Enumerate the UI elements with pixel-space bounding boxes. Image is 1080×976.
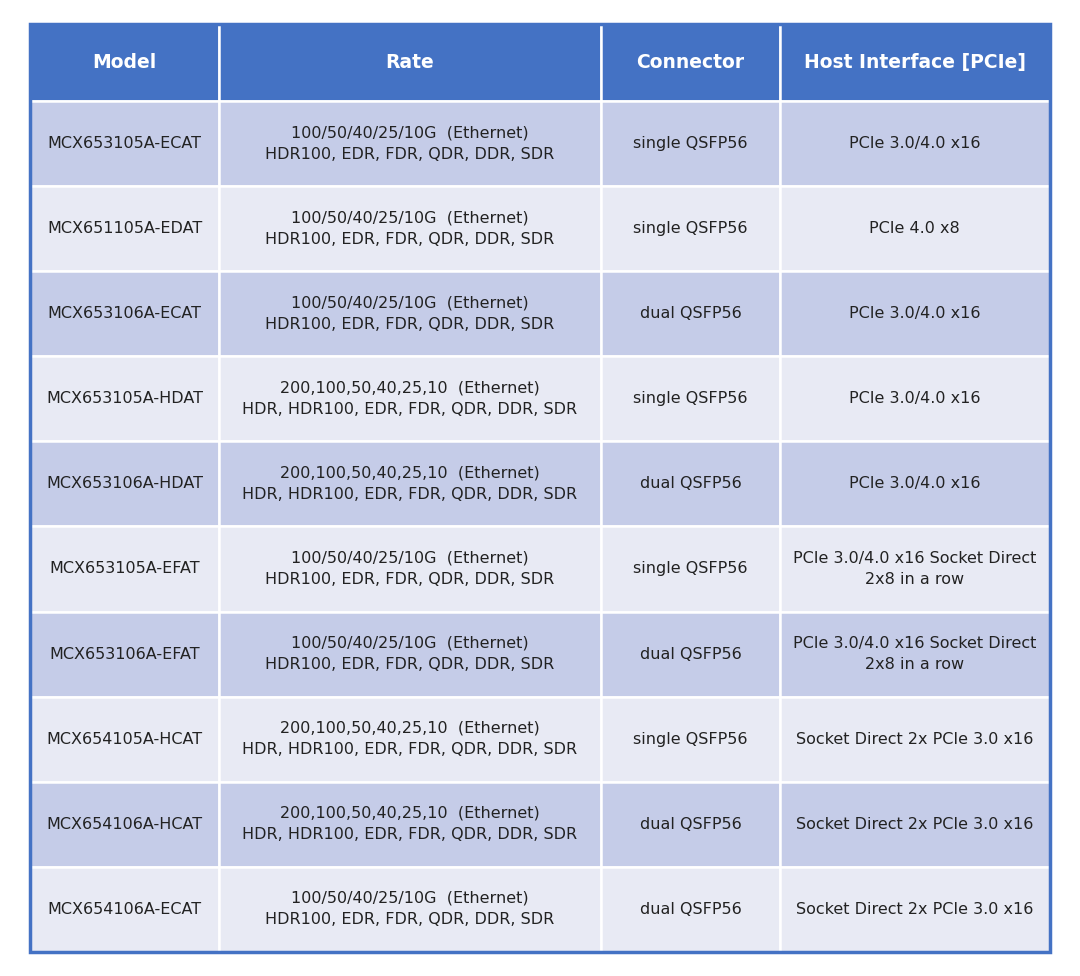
FancyBboxPatch shape <box>780 697 1050 782</box>
FancyBboxPatch shape <box>780 867 1050 952</box>
Text: MCX654105A-HCAT: MCX654105A-HCAT <box>46 732 203 747</box>
FancyBboxPatch shape <box>30 782 219 867</box>
Text: single QSFP56: single QSFP56 <box>633 732 747 747</box>
Text: MCX654106A-HCAT: MCX654106A-HCAT <box>46 817 203 832</box>
FancyBboxPatch shape <box>602 441 780 526</box>
FancyBboxPatch shape <box>602 782 780 867</box>
FancyBboxPatch shape <box>602 356 780 441</box>
Text: PCIe 3.0/4.0 x16: PCIe 3.0/4.0 x16 <box>849 476 981 492</box>
FancyBboxPatch shape <box>780 271 1050 356</box>
FancyBboxPatch shape <box>780 356 1050 441</box>
Text: dual QSFP56: dual QSFP56 <box>639 306 741 321</box>
FancyBboxPatch shape <box>780 24 1050 102</box>
FancyBboxPatch shape <box>602 186 780 271</box>
Text: MCX653105A-HDAT: MCX653105A-HDAT <box>46 391 203 406</box>
Text: PCIe 3.0/4.0 x16 Socket Direct
2x8 in a row: PCIe 3.0/4.0 x16 Socket Direct 2x8 in a … <box>793 550 1037 588</box>
FancyBboxPatch shape <box>219 612 602 697</box>
Text: Rate: Rate <box>386 54 434 72</box>
Text: MCX653105A-ECAT: MCX653105A-ECAT <box>48 137 202 151</box>
Text: PCIe 3.0/4.0 x16: PCIe 3.0/4.0 x16 <box>849 306 981 321</box>
FancyBboxPatch shape <box>602 867 780 952</box>
FancyBboxPatch shape <box>30 526 219 612</box>
FancyBboxPatch shape <box>30 24 219 102</box>
Text: PCIe 4.0 x8: PCIe 4.0 x8 <box>869 222 960 236</box>
Text: Socket Direct 2x PCIe 3.0 x16: Socket Direct 2x PCIe 3.0 x16 <box>796 817 1034 832</box>
FancyBboxPatch shape <box>30 441 219 526</box>
FancyBboxPatch shape <box>780 102 1050 186</box>
Text: Model: Model <box>93 54 157 72</box>
Text: 100/50/40/25/10G  (Ethernet)
HDR100, EDR, FDR, QDR, DDR, SDR: 100/50/40/25/10G (Ethernet) HDR100, EDR,… <box>266 550 555 588</box>
Text: 100/50/40/25/10G  (Ethernet)
HDR100, EDR, FDR, QDR, DDR, SDR: 100/50/40/25/10G (Ethernet) HDR100, EDR,… <box>266 296 555 332</box>
FancyBboxPatch shape <box>780 441 1050 526</box>
Text: single QSFP56: single QSFP56 <box>633 222 747 236</box>
Text: Host Interface [PCIe]: Host Interface [PCIe] <box>804 54 1026 72</box>
Text: Connector: Connector <box>636 54 744 72</box>
FancyBboxPatch shape <box>602 102 780 186</box>
Text: dual QSFP56: dual QSFP56 <box>639 476 741 492</box>
Text: 100/50/40/25/10G  (Ethernet)
HDR100, EDR, FDR, QDR, DDR, SDR: 100/50/40/25/10G (Ethernet) HDR100, EDR,… <box>266 126 555 162</box>
Text: MCX653105A-EFAT: MCX653105A-EFAT <box>50 561 200 577</box>
Text: MCX654106A-ECAT: MCX654106A-ECAT <box>48 902 202 916</box>
FancyBboxPatch shape <box>219 24 602 102</box>
FancyBboxPatch shape <box>30 186 219 271</box>
FancyBboxPatch shape <box>219 102 602 186</box>
Text: MCX653106A-ECAT: MCX653106A-ECAT <box>48 306 202 321</box>
FancyBboxPatch shape <box>30 612 219 697</box>
Text: 200,100,50,40,25,10  (Ethernet)
HDR, HDR100, EDR, FDR, QDR, DDR, SDR: 200,100,50,40,25,10 (Ethernet) HDR, HDR1… <box>242 466 578 503</box>
FancyBboxPatch shape <box>30 356 219 441</box>
FancyBboxPatch shape <box>219 526 602 612</box>
FancyBboxPatch shape <box>30 867 219 952</box>
FancyBboxPatch shape <box>602 526 780 612</box>
Text: single QSFP56: single QSFP56 <box>633 561 747 577</box>
FancyBboxPatch shape <box>30 271 219 356</box>
FancyBboxPatch shape <box>219 782 602 867</box>
Text: dual QSFP56: dual QSFP56 <box>639 902 741 916</box>
FancyBboxPatch shape <box>219 271 602 356</box>
FancyBboxPatch shape <box>780 526 1050 612</box>
Text: dual QSFP56: dual QSFP56 <box>639 646 741 662</box>
Text: PCIe 3.0/4.0 x16: PCIe 3.0/4.0 x16 <box>849 137 981 151</box>
Text: Socket Direct 2x PCIe 3.0 x16: Socket Direct 2x PCIe 3.0 x16 <box>796 902 1034 916</box>
FancyBboxPatch shape <box>602 24 780 102</box>
Text: MCX653106A-HDAT: MCX653106A-HDAT <box>46 476 203 492</box>
FancyBboxPatch shape <box>780 186 1050 271</box>
Text: dual QSFP56: dual QSFP56 <box>639 817 741 832</box>
FancyBboxPatch shape <box>219 441 602 526</box>
Text: MCX653106A-EFAT: MCX653106A-EFAT <box>50 646 200 662</box>
FancyBboxPatch shape <box>780 612 1050 697</box>
FancyBboxPatch shape <box>219 697 602 782</box>
Text: 200,100,50,40,25,10  (Ethernet)
HDR, HDR100, EDR, FDR, QDR, DDR, SDR: 200,100,50,40,25,10 (Ethernet) HDR, HDR1… <box>242 720 578 757</box>
FancyBboxPatch shape <box>602 612 780 697</box>
FancyBboxPatch shape <box>30 697 219 782</box>
Text: 200,100,50,40,25,10  (Ethernet)
HDR, HDR100, EDR, FDR, QDR, DDR, SDR: 200,100,50,40,25,10 (Ethernet) HDR, HDR1… <box>242 381 578 418</box>
FancyBboxPatch shape <box>602 697 780 782</box>
Text: 100/50/40/25/10G  (Ethernet)
HDR100, EDR, FDR, QDR, DDR, SDR: 100/50/40/25/10G (Ethernet) HDR100, EDR,… <box>266 211 555 247</box>
Text: single QSFP56: single QSFP56 <box>633 137 747 151</box>
Text: 100/50/40/25/10G  (Ethernet)
HDR100, EDR, FDR, QDR, DDR, SDR: 100/50/40/25/10G (Ethernet) HDR100, EDR,… <box>266 635 555 672</box>
Text: PCIe 3.0/4.0 x16: PCIe 3.0/4.0 x16 <box>849 391 981 406</box>
Text: Socket Direct 2x PCIe 3.0 x16: Socket Direct 2x PCIe 3.0 x16 <box>796 732 1034 747</box>
Text: 200,100,50,40,25,10  (Ethernet)
HDR, HDR100, EDR, FDR, QDR, DDR, SDR: 200,100,50,40,25,10 (Ethernet) HDR, HDR1… <box>242 806 578 842</box>
Text: PCIe 3.0/4.0 x16 Socket Direct
2x8 in a row: PCIe 3.0/4.0 x16 Socket Direct 2x8 in a … <box>793 635 1037 672</box>
Text: MCX651105A-EDAT: MCX651105A-EDAT <box>46 222 202 236</box>
Text: single QSFP56: single QSFP56 <box>633 391 747 406</box>
FancyBboxPatch shape <box>602 271 780 356</box>
FancyBboxPatch shape <box>219 186 602 271</box>
FancyBboxPatch shape <box>219 356 602 441</box>
FancyBboxPatch shape <box>780 782 1050 867</box>
Text: 100/50/40/25/10G  (Ethernet)
HDR100, EDR, FDR, QDR, DDR, SDR: 100/50/40/25/10G (Ethernet) HDR100, EDR,… <box>266 891 555 927</box>
FancyBboxPatch shape <box>219 867 602 952</box>
FancyBboxPatch shape <box>30 102 219 186</box>
